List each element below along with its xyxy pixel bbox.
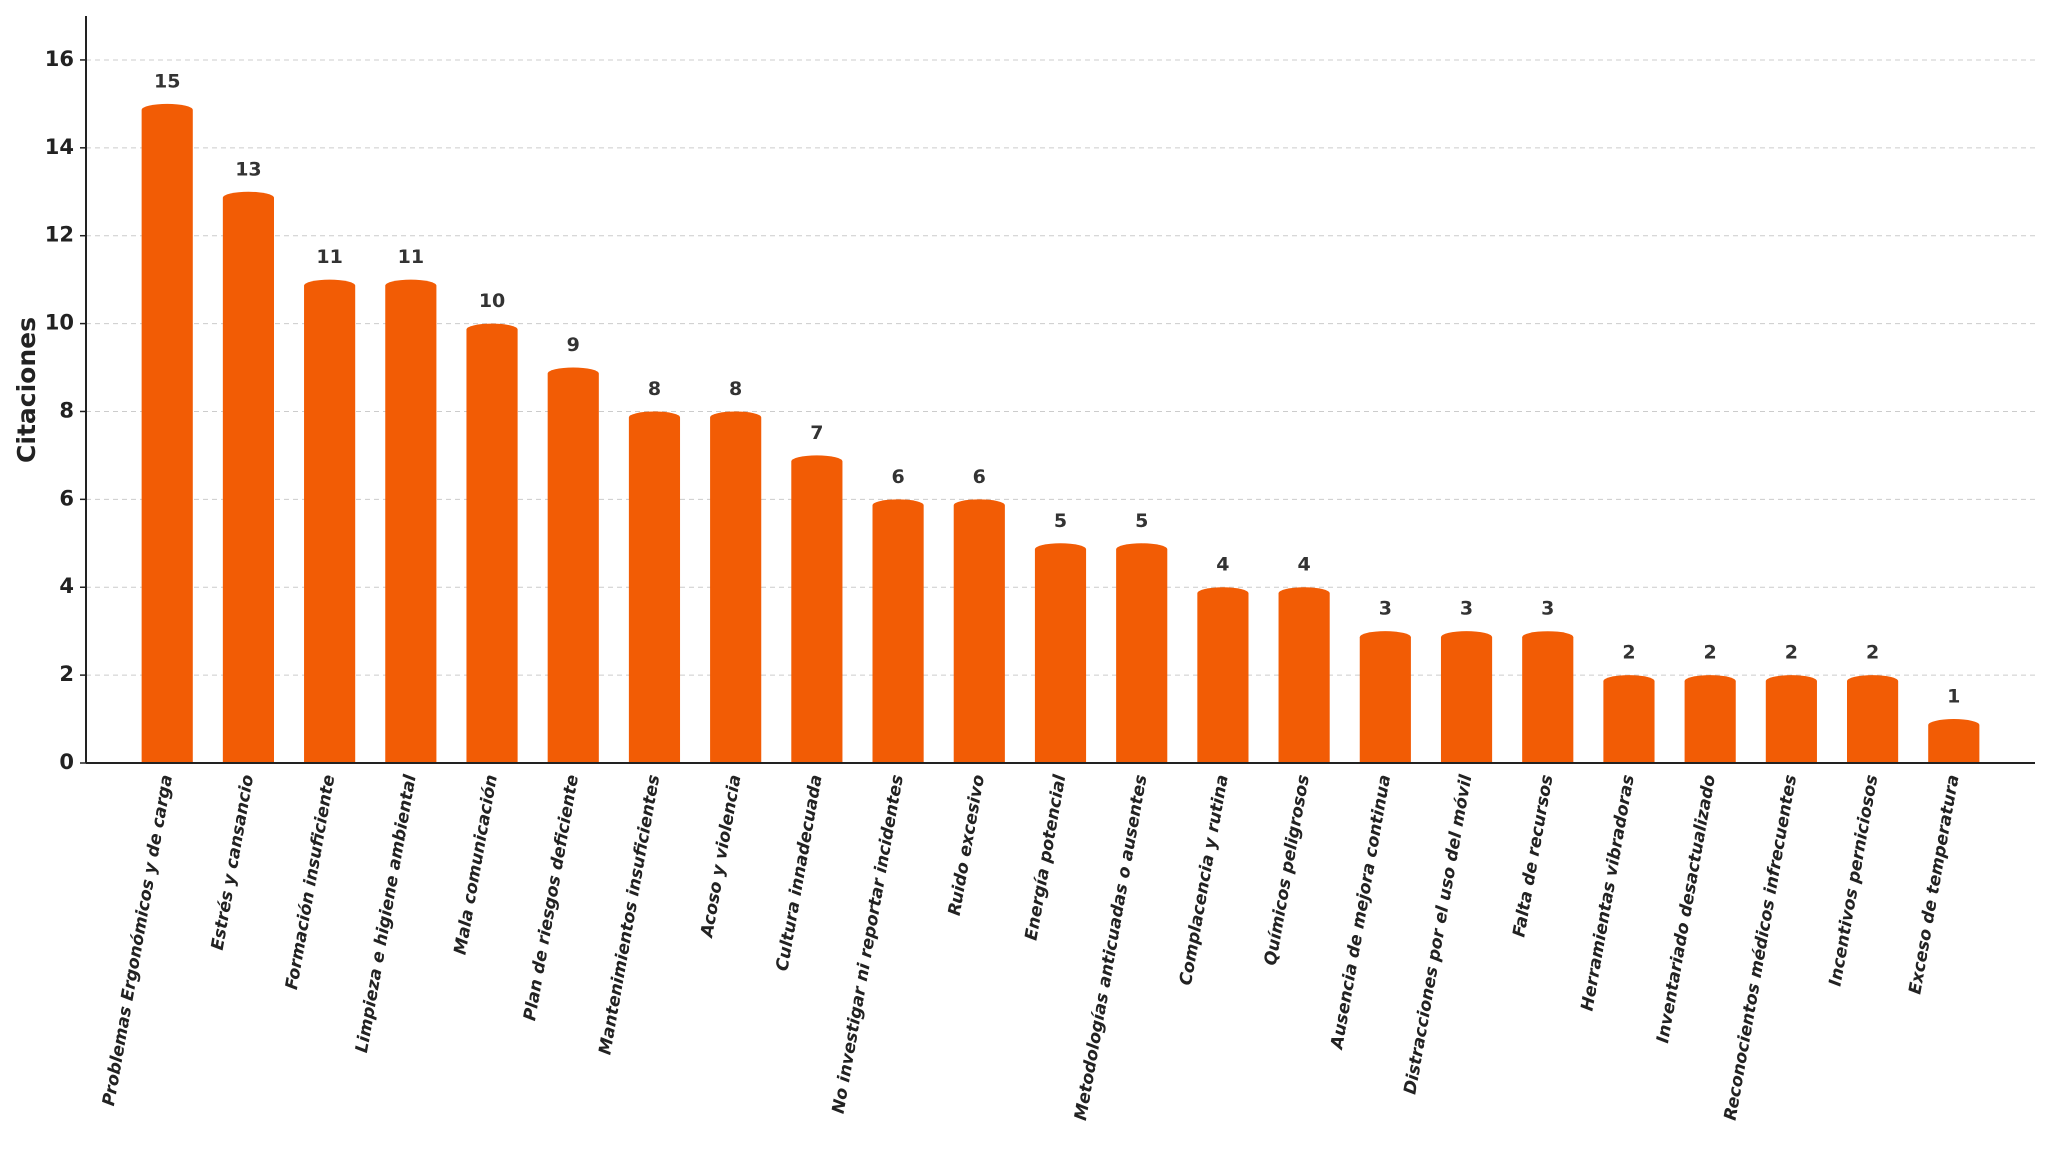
value-label: 5 — [1054, 510, 1067, 532]
value-label: 9 — [567, 334, 580, 356]
x-tick-label: Incentivos perniciosos — [1826, 773, 1883, 988]
x-tick-label: Mantenimientos insuficientes — [595, 773, 664, 1056]
bar — [1359, 631, 1411, 763]
y-tick-label: 12 — [45, 223, 74, 247]
value-label: 7 — [810, 422, 823, 444]
x-tick-label: No investigar ni reportar incidentes — [829, 773, 908, 1115]
bar — [547, 367, 599, 763]
value-label: 3 — [1460, 598, 1473, 620]
bar — [1440, 631, 1493, 763]
value-label: 2 — [1622, 642, 1635, 664]
bar — [304, 279, 356, 763]
bar — [628, 411, 681, 763]
y-tick-label: 0 — [59, 750, 74, 774]
x-tick-label: Formación insuficiente — [282, 773, 340, 991]
x-tick-label: Falta de recursos — [1509, 773, 1557, 938]
bar — [1116, 543, 1168, 763]
y-tick-label: 10 — [45, 311, 74, 335]
bar — [953, 499, 1005, 763]
bar — [1603, 675, 1655, 763]
x-tick-label: Herramientas vibradoras — [1578, 773, 1639, 1012]
y-tick-label: 8 — [59, 398, 74, 422]
value-label: 8 — [648, 378, 661, 400]
value-label: 2 — [1704, 642, 1717, 664]
bar — [1197, 587, 1249, 763]
value-label: 5 — [1135, 510, 1148, 532]
bar — [222, 191, 274, 763]
value-label: 8 — [729, 378, 742, 400]
y-tick-label: 4 — [59, 574, 74, 598]
bar — [710, 411, 762, 763]
value-label: 10 — [479, 290, 505, 312]
x-tick-label: Complacencia y rutina — [1176, 773, 1233, 987]
x-tick-label: Distracciones por el uso del móvil — [1400, 772, 1476, 1096]
y-tick-label: 14 — [45, 135, 74, 159]
x-tick-label: Problemas Ergonómicos y de carga — [99, 773, 177, 1107]
value-label: 13 — [235, 158, 261, 180]
x-tick-label: Metodologías anticuadas o ausentes — [1071, 773, 1152, 1122]
bar — [1765, 675, 1817, 763]
x-tick-label: Mala comunicación — [451, 773, 502, 956]
value-label: 2 — [1866, 642, 1879, 664]
x-tick-label: Ausencia de mejora continua — [1327, 773, 1395, 1052]
value-label: 6 — [891, 466, 904, 488]
y-axis-label: Citaciones — [12, 317, 41, 463]
bar — [385, 279, 437, 763]
x-tick-label: Exceso de temperatura — [1905, 773, 1963, 996]
value-label: 3 — [1379, 598, 1392, 620]
value-label: 15 — [154, 70, 180, 92]
bar — [466, 323, 518, 763]
x-tick-label: Limpieza e higiene ambiental — [352, 772, 421, 1054]
value-label: 4 — [1216, 554, 1229, 576]
x-tick-label: Estrés y cansancio — [208, 773, 259, 952]
value-label: 6 — [973, 466, 986, 488]
x-tick-label: Químicos peligrosos — [1261, 773, 1314, 967]
x-tick-label: Plan de riesgos deficiente — [520, 773, 583, 1022]
bar — [1684, 675, 1736, 763]
x-tick-label: Inventariado desactualizado — [1653, 773, 1720, 1045]
bar — [791, 455, 843, 763]
x-tick-label: Ruido excesivo — [945, 773, 990, 917]
x-tick-label: Acoso y violencia — [697, 773, 746, 940]
bar — [1928, 719, 1980, 763]
bar — [141, 103, 193, 764]
x-tick-label: Cultura innadecuada — [772, 773, 826, 972]
value-label: 11 — [316, 246, 342, 268]
x-tick-label: Energía potencial — [1022, 772, 1071, 942]
value-label: 4 — [1298, 554, 1311, 576]
value-label: 11 — [398, 246, 424, 268]
bar — [872, 499, 924, 763]
y-tick-label: 6 — [59, 486, 74, 510]
bar — [1847, 675, 1899, 763]
y-tick-label: 16 — [45, 47, 74, 71]
bar — [1034, 543, 1087, 763]
value-label: 2 — [1785, 642, 1798, 664]
value-label: 1 — [1947, 686, 1960, 708]
bar — [1278, 587, 1330, 763]
y-tick-label: 2 — [59, 662, 74, 686]
value-label: 3 — [1541, 598, 1554, 620]
x-tick-label: Reconocientos médicos infrecuentes — [1721, 773, 1802, 1122]
bar — [1522, 631, 1574, 763]
